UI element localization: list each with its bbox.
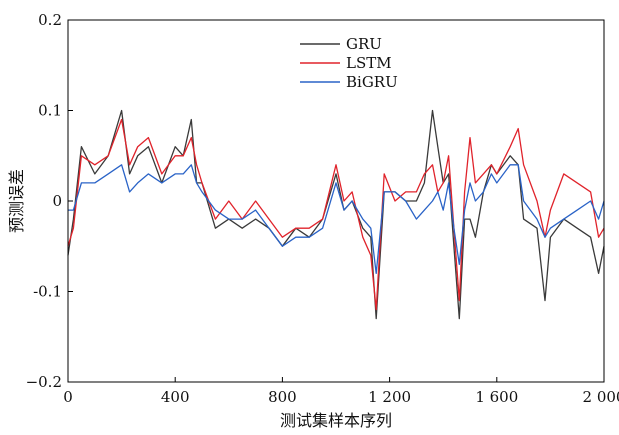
x-tick-label: 2 000: [583, 388, 619, 406]
x-tick-label: 1 200: [368, 388, 411, 406]
legend-label-bigru: BiGRU: [346, 73, 398, 91]
y-tick-label: -0.1: [33, 283, 62, 301]
ticks-layer: 0 400 800 1 200 1 600 2 000 −0.2 -0.1 0 0.1 0.2: [26, 11, 619, 406]
y-axis-title: 预测误差: [7, 169, 26, 233]
series-line-lstm: [67, 118, 605, 311]
y-tick-label: 0.1: [38, 102, 62, 120]
x-tick-label: 400: [161, 388, 190, 406]
legend-label-lstm: LSTM: [346, 54, 392, 72]
x-tick-label: 0: [63, 388, 73, 406]
legend-label-gru: GRU: [346, 35, 382, 53]
x-tick-label: 800: [268, 388, 297, 406]
x-axis-title: 测试集样本序列: [280, 411, 392, 430]
y-tick-label: −0.2: [26, 373, 62, 391]
series-line-bigru: [68, 164, 605, 275]
x-tick-label: 1 600: [475, 388, 518, 406]
y-tick-label: 0: [52, 192, 62, 210]
y-tick-label: 0.2: [38, 11, 62, 29]
series-layer: [67, 109, 605, 320]
series-line-gru: [67, 109, 605, 320]
